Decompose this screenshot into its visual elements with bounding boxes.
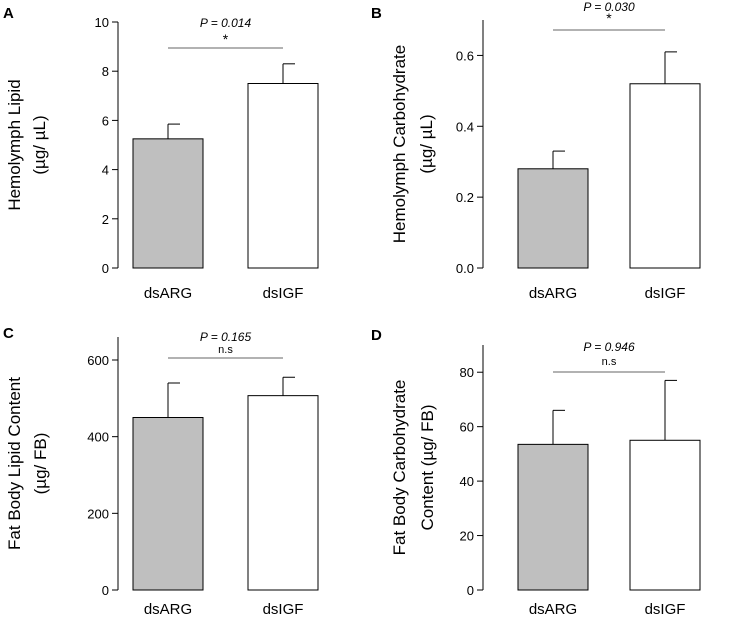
y-axis-title-line: Content (µg/ FB) <box>418 404 437 530</box>
bar-dsIGF <box>247 83 319 269</box>
significance-label: n.s <box>218 344 233 356</box>
y-tick-label: 40 <box>460 474 474 489</box>
bar-dsIGF <box>629 83 701 269</box>
y-tick-label: 0.4 <box>456 119 474 134</box>
y-tick-label: 80 <box>460 365 474 380</box>
x-category-label: dsIGF <box>645 285 686 302</box>
bar-dsARG <box>132 138 204 269</box>
y-tick-label: 200 <box>87 506 109 521</box>
panel-letter-C: C <box>3 325 14 342</box>
y-tick-label: 0.0 <box>456 261 474 276</box>
bar-dsARG <box>517 443 589 591</box>
y-tick-label: 600 <box>87 353 109 368</box>
y-tick-label: 0.6 <box>456 48 474 63</box>
y-tick-label: 0 <box>467 583 474 598</box>
p-value-label: P = 0.014 <box>200 16 252 30</box>
panel-letter-B: B <box>371 5 382 22</box>
y-axis-title-line: Hemolymph Carbohydrate <box>390 45 409 243</box>
bar-dsIGF <box>629 439 701 591</box>
x-category-label: dsARG <box>529 601 577 618</box>
significance-label: n.s <box>602 356 617 368</box>
bar-dsIGF <box>247 395 319 591</box>
y-tick-label: 6 <box>102 113 109 128</box>
x-category-label: dsIGF <box>645 601 686 618</box>
x-category-label: dsARG <box>144 285 192 302</box>
x-category-label: dsARG <box>144 601 192 618</box>
y-tick-label: 60 <box>460 420 474 435</box>
x-category-label: dsARG <box>529 285 577 302</box>
bar-dsARG <box>132 417 204 591</box>
y-tick-label: 0 <box>102 583 109 598</box>
bar-dsARG <box>517 168 589 269</box>
y-axis-title-line: Fat Body Lipid Content <box>5 377 24 550</box>
y-axis-title-line: (µg/ µL) <box>417 114 436 173</box>
p-value-label: P = 0.030 <box>583 0 635 14</box>
x-category-label: dsIGF <box>263 285 304 302</box>
x-category-label: dsIGF <box>263 601 304 618</box>
y-tick-label: 4 <box>102 163 109 178</box>
y-axis-title-line: (µg/ FB) <box>31 433 50 495</box>
y-axis-title-line: Fat Body Carbohydrate <box>390 380 409 556</box>
y-tick-label: 8 <box>102 64 109 79</box>
panel-letter-D: D <box>371 327 382 344</box>
panel-letter-A: A <box>3 5 14 22</box>
y-axis-title-line: (µg/ µL) <box>30 115 49 174</box>
y-tick-label: 0 <box>102 261 109 276</box>
y-axis-title-line: Hemolymph Lipid <box>5 79 24 210</box>
p-value-label: P = 0.946 <box>583 340 635 354</box>
y-tick-label: 400 <box>87 430 109 445</box>
significance-label: * <box>606 10 612 26</box>
y-tick-label: 20 <box>460 529 474 544</box>
y-tick-label: 10 <box>95 15 109 30</box>
p-value-label: P = 0.165 <box>200 330 252 344</box>
y-tick-label: 0.2 <box>456 190 474 205</box>
y-tick-label: 2 <box>102 212 109 227</box>
significance-label: * <box>223 31 229 47</box>
